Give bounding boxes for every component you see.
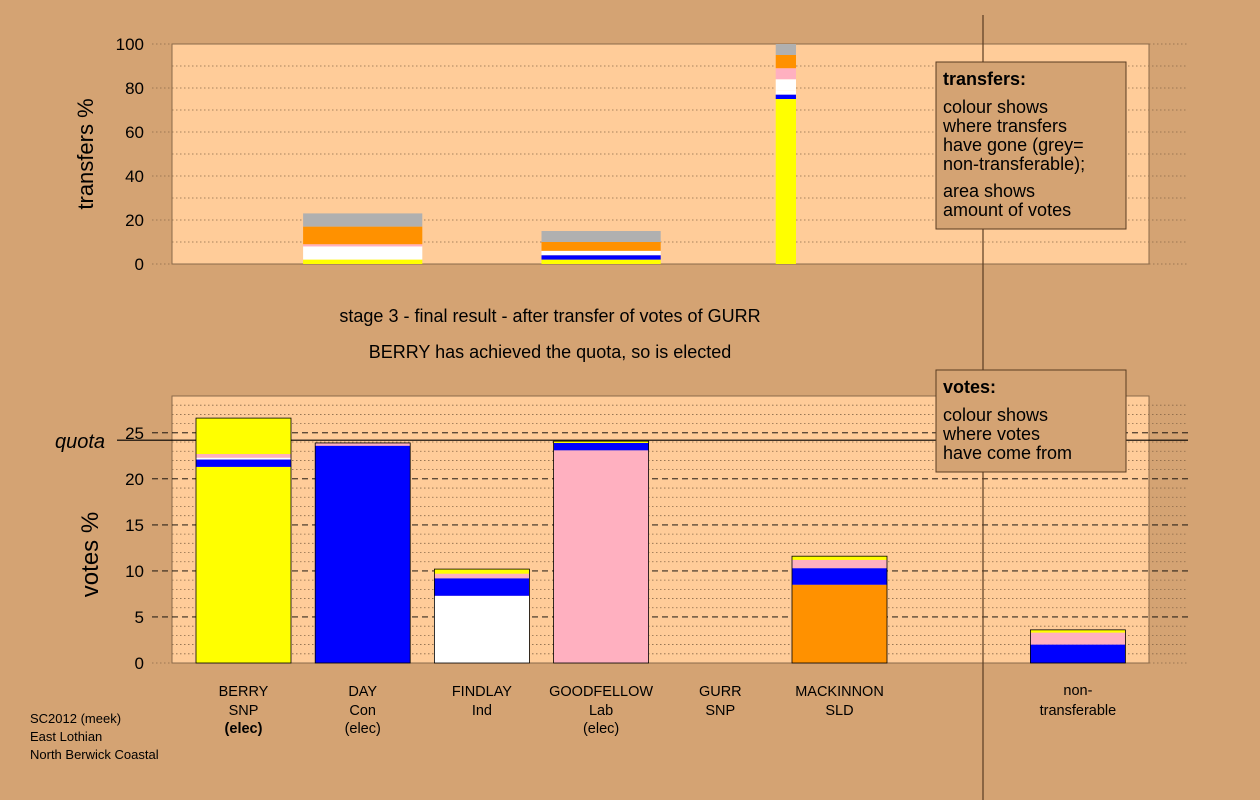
candidate-party-label: SLD (825, 703, 853, 719)
transfers-bar-segment (303, 244, 423, 247)
votes-bar-outline (195, 417, 292, 664)
transfers-y-tick-label: 40 (125, 167, 144, 186)
transfers-y-tick-label: 0 (135, 255, 144, 274)
candidate-status-label: (elec) (583, 721, 619, 737)
candidate-name-label: GOODFELLOW (549, 684, 653, 700)
candidate-party-label: SNP (229, 703, 259, 719)
candidate-status-label: (elec) (225, 721, 263, 737)
votes-legend-line: colour shows (943, 405, 1048, 425)
votes-legend-title: votes: (943, 377, 996, 397)
votes-bar-segment (196, 459, 291, 467)
transfers-legend-line: where transfers (942, 116, 1067, 136)
candidate-party-label: Con (349, 703, 376, 719)
votes-bar-segment (1030, 629, 1126, 633)
result-caption: BERRY has achieved the quota, so is elec… (368, 342, 732, 362)
transfers-y-tick-label: 60 (125, 123, 144, 142)
transfers-legend-title: transfers: (943, 69, 1026, 89)
transfers-bar-segment (541, 242, 661, 251)
transfers-bar-segment (775, 68, 796, 80)
votes-y-tick-label: 5 (135, 608, 144, 627)
credit-line-2: East Lothian (30, 729, 103, 744)
votes-bar-segment (792, 556, 887, 560)
credit-line-3: North Berwick Coastal (30, 747, 159, 762)
transfers-bar-segment (775, 94, 796, 99)
transfers-bar-segment (303, 246, 423, 260)
votes-bar-outline (433, 568, 530, 664)
transfers-bar-segment (541, 250, 661, 256)
candidate-party-label: Lab (589, 703, 613, 719)
transfers-y-axis-label: transfers % (73, 98, 98, 209)
votes-y-tick-label: 0 (135, 654, 144, 673)
votes-bar-segment (792, 584, 887, 663)
votes-legend-line: have come from (943, 443, 1072, 463)
nontransferable-label: non- (1063, 683, 1092, 699)
votes-bar-segment (434, 578, 530, 596)
votes-bar-segment (553, 442, 649, 451)
transfers-bar-segment (775, 90, 796, 95)
candidate-status-label: (elec) (345, 721, 381, 737)
votes-y-tick-label: 15 (125, 516, 144, 535)
votes-bar-segment (196, 418, 291, 455)
transfers-y-tick-label: 100 (116, 35, 144, 54)
transfers-legend-line: amount of votes (943, 200, 1071, 220)
candidate-name-label: GURR (699, 684, 742, 700)
votes-bar-segment (553, 441, 649, 443)
transfers-legend-line: area shows (943, 181, 1035, 201)
votes-bar-outline (314, 442, 411, 664)
votes-bar-segment (315, 442, 411, 446)
votes-bar-segment (315, 445, 411, 663)
transfers-bar-segment (541, 259, 661, 264)
votes-legend-box (935, 369, 1127, 473)
transfers-bar-segment (775, 55, 796, 69)
votes-bar-segment (1030, 644, 1126, 663)
votes-bar-segment (196, 457, 291, 460)
votes-bar-outline (553, 440, 649, 664)
quota-label: quota (55, 431, 105, 453)
votes-bar-segment (196, 454, 291, 458)
transfers-bar-segment (775, 99, 796, 264)
transfers-legend-line: colour shows (943, 97, 1048, 117)
nontransferable-label: transferable (1040, 703, 1117, 719)
votes-y-tick-label: 20 (125, 470, 144, 489)
transfers-y-tick-label: 20 (125, 211, 144, 230)
transfers-bar-segment (775, 79, 796, 91)
votes-y-axis-label: votes % (77, 512, 104, 597)
votes-bar-segment (434, 595, 530, 663)
candidate-name-label: BERRY (219, 684, 269, 700)
candidate-party-label: SNP (705, 703, 735, 719)
votes-bar-segment (434, 573, 530, 579)
votes-legend-line: where votes (942, 424, 1040, 444)
candidate-party-label: Ind (472, 703, 492, 719)
candidate-name-label: MACKINNON (795, 684, 884, 700)
transfers-bar-segment (303, 259, 423, 264)
candidate-name-label: FINDLAY (452, 684, 512, 700)
transfers-legend-line: have gone (grey= (943, 135, 1084, 155)
votes-bar-segment (434, 569, 530, 574)
transfers-bar-segment (303, 226, 423, 245)
transfers-legend-box (935, 61, 1127, 230)
votes-bar-segment (792, 568, 887, 585)
candidate-name-label: DAY (348, 684, 377, 700)
transfers-legend-line: non-transferable); (943, 154, 1085, 174)
votes-bar-outline (791, 555, 888, 664)
votes-y-tick-label: 25 (125, 424, 144, 443)
votes-bar-segment (1030, 632, 1126, 645)
transfers-bar-segment (541, 255, 661, 260)
transfers-bar-segment (775, 44, 796, 55)
transfers-bar-segment (541, 231, 661, 242)
stage-caption: stage 3 - final result - after transfer … (339, 306, 761, 326)
votes-bar-segment (196, 466, 291, 663)
votes-bar-segment (792, 559, 887, 569)
votes-bar-outline (1030, 629, 1126, 664)
transfers-y-tick-label: 80 (125, 79, 144, 98)
transfers-bar-segment (303, 213, 423, 227)
votes-bar-segment (553, 450, 649, 663)
credit-line-1: SC2012 (meek) (30, 711, 122, 726)
votes-y-tick-label: 10 (125, 562, 144, 581)
